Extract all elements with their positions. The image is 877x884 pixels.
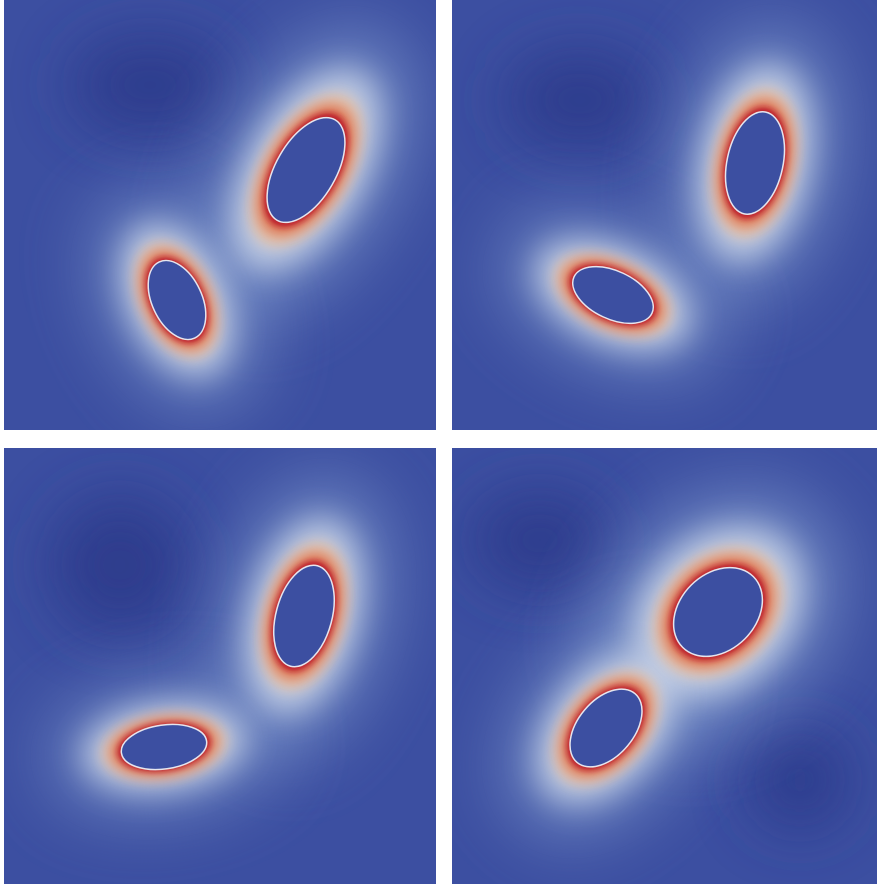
field-panel <box>452 0 877 430</box>
field-panel <box>4 0 436 430</box>
low-region <box>470 490 610 590</box>
inclusion <box>273 564 335 668</box>
field-panel <box>4 448 436 884</box>
inclusion <box>571 265 655 325</box>
panel-background <box>4 448 436 884</box>
inclusion <box>672 566 764 658</box>
low-region <box>505 50 655 150</box>
inclusion <box>147 259 207 341</box>
low-region <box>70 35 230 135</box>
inclusion <box>569 688 643 768</box>
inclusion <box>120 723 208 771</box>
low-region <box>750 730 850 830</box>
field-panel <box>452 448 877 884</box>
inclusion <box>266 116 346 224</box>
low-region <box>50 495 190 635</box>
inclusion <box>724 111 786 215</box>
